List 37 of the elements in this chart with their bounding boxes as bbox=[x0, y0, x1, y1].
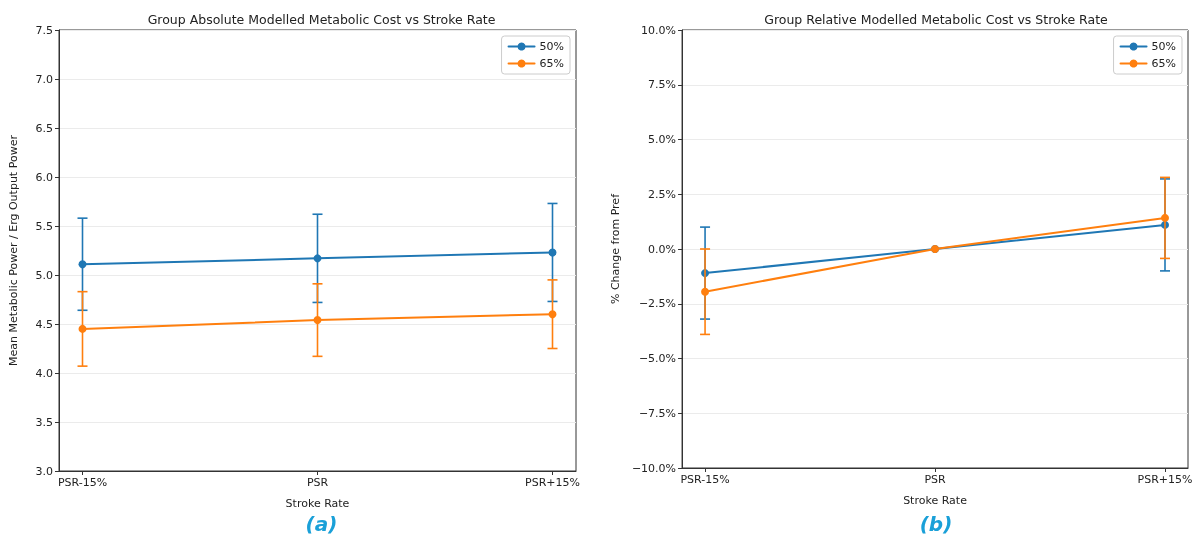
text: (a) bbox=[305, 512, 338, 536]
x-tick-label: PSR+15% bbox=[525, 476, 580, 489]
y-tick-label: −5.0% bbox=[638, 352, 677, 365]
y-tick-label: 5.0% bbox=[648, 133, 677, 146]
y-tick-label: 7.5 bbox=[35, 23, 53, 37]
y-tick-label: 0.0% bbox=[648, 242, 677, 256]
chart-title: Group Absolute Modelled Metabolic Cost vs Stroke Rate bbox=[147, 12, 496, 27]
legend-label: 50% bbox=[1151, 40, 1176, 53]
y-tick-label: −10.0% bbox=[631, 461, 677, 475]
chart-title: Group Relative Modelled Metabolic Cost vs Stroke Rate bbox=[764, 12, 1109, 27]
y-tick-label: 5.5 bbox=[35, 219, 53, 233]
y-tick-label: 6.5 bbox=[35, 121, 53, 135]
y-tick-label: 5.0 bbox=[35, 268, 53, 282]
x-tick-label: PSR-15% bbox=[57, 476, 108, 489]
text: (b) bbox=[919, 512, 953, 536]
y-tick-label: 6.0 bbox=[35, 170, 53, 184]
y-axis-title: % Change from Pref bbox=[609, 192, 622, 305]
y-tick-label: 4.0 bbox=[35, 366, 53, 380]
legend-label: 65% bbox=[539, 57, 564, 70]
y-tick-label: 3.0 bbox=[35, 464, 53, 478]
x-axis-title: Stroke Rate bbox=[903, 494, 968, 507]
x-tick-label: PSR+15% bbox=[1137, 473, 1193, 486]
y-axis-title: Mean Metabolic Power / Erg Output Power bbox=[7, 134, 20, 366]
legend-label: 65% bbox=[1151, 57, 1176, 70]
y-tick-label: 7.5% bbox=[648, 78, 677, 92]
x-axis-title: Stroke Rate bbox=[285, 497, 350, 510]
y-tick-label: 10.0% bbox=[641, 23, 677, 37]
x-tick-label: PSR-15% bbox=[680, 473, 730, 486]
x-tick-label: PSR bbox=[924, 473, 947, 486]
y-tick-label: 3.5 bbox=[35, 415, 53, 429]
y-tick-label: −2.5% bbox=[638, 297, 677, 311]
x-tick-label: PSR bbox=[306, 476, 329, 489]
y-tick-label: 4.5 bbox=[35, 317, 53, 331]
y-tick-label: −7.5% bbox=[638, 406, 677, 420]
y-tick-label: 2.5% bbox=[648, 187, 677, 201]
legend-label: 50% bbox=[539, 40, 564, 53]
y-tick-label: 7.0 bbox=[35, 72, 53, 86]
